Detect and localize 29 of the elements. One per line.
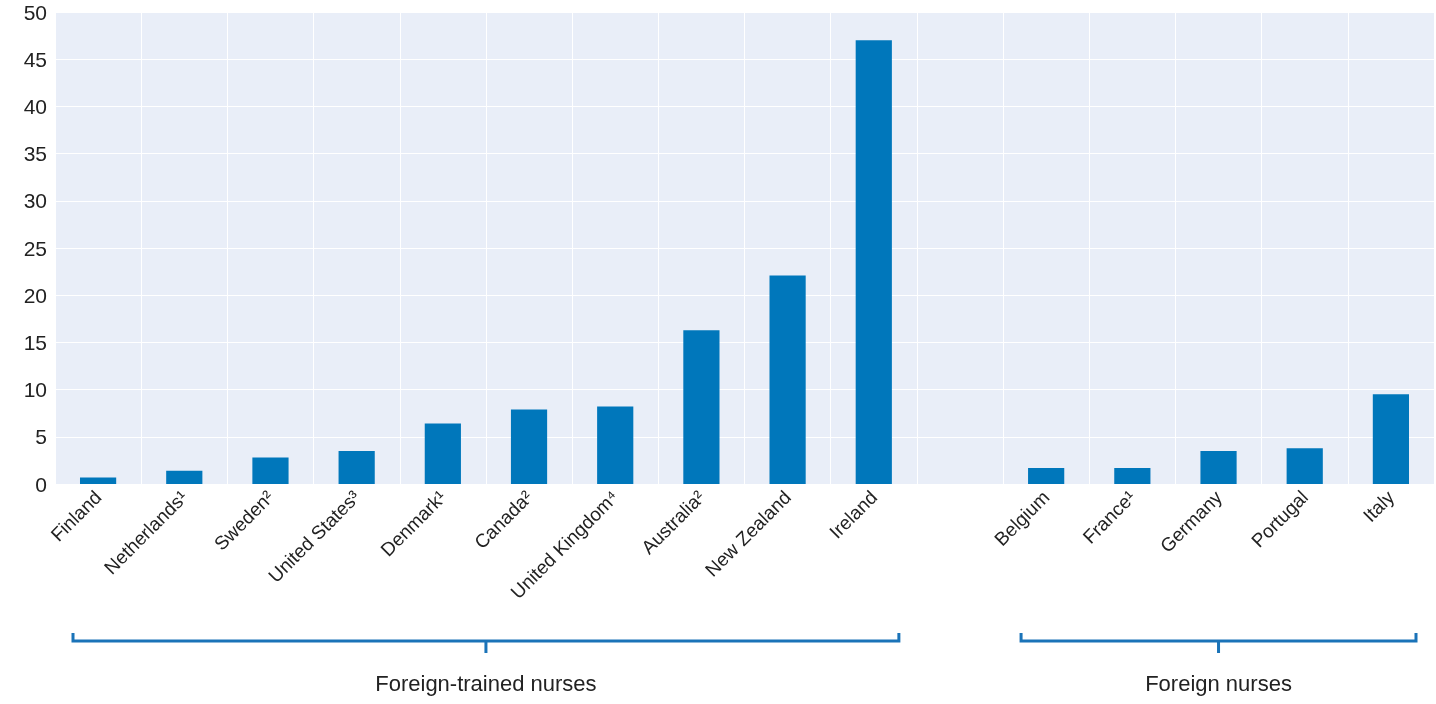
y-tick-label: 20: [23, 283, 47, 307]
y-tick-label: 40: [23, 94, 47, 118]
bar: [597, 406, 634, 484]
y-tick-label: 5: [35, 425, 47, 449]
bar: [424, 423, 461, 484]
bar: [166, 470, 203, 484]
bar: [338, 450, 375, 484]
bar: [1200, 450, 1237, 484]
bar: [769, 275, 806, 484]
y-tick-label: 10: [23, 378, 47, 402]
y-tick-label: 0: [35, 472, 47, 496]
y-tick-label: 50: [23, 0, 47, 24]
y-tick-label: 35: [23, 142, 47, 166]
bar: [1372, 394, 1410, 484]
bar: [1114, 467, 1151, 484]
y-tick-label: 25: [23, 236, 47, 260]
bar: [855, 40, 892, 484]
bar: [252, 457, 289, 484]
text: Foreign nurses: [1145, 671, 1292, 697]
bar: [1028, 467, 1065, 484]
bar: [510, 409, 548, 484]
x-tick-label: Italy: [1358, 486, 1399, 527]
bar: [683, 330, 720, 484]
bar: [79, 477, 117, 484]
y-tick-label: 30: [23, 189, 47, 213]
y-tick-label: 15: [23, 330, 47, 354]
bar: [1286, 448, 1323, 484]
y-tick-label: 45: [23, 47, 47, 71]
text: Foreign-trained nurses: [375, 671, 597, 697]
